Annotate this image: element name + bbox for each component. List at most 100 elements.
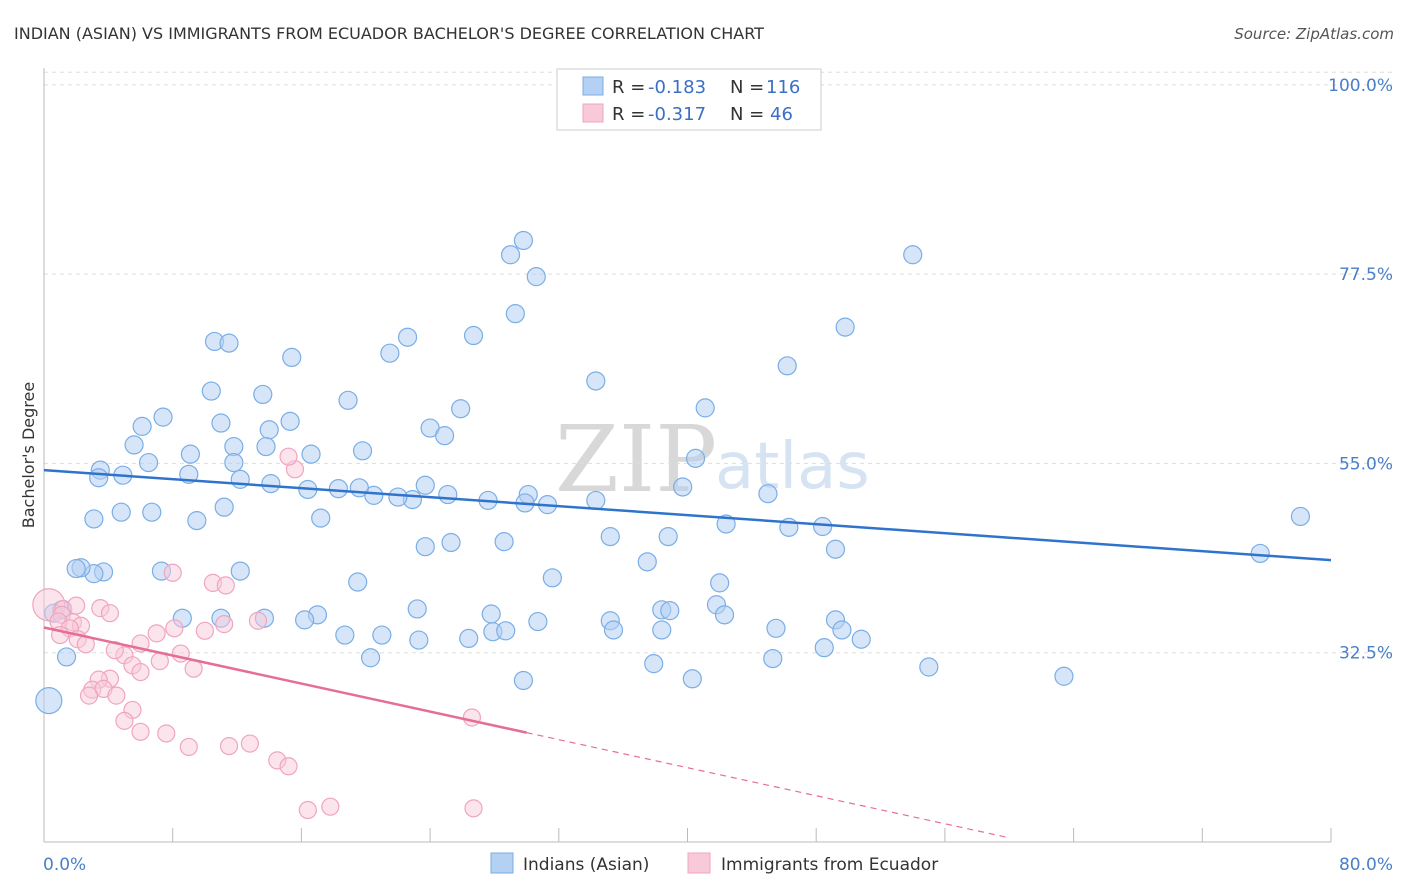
indians-point-57 <box>142 502 162 522</box>
indians-point-5 <box>835 317 855 337</box>
ecuador-point-47 <box>321 797 340 816</box>
indians-point-37 <box>261 474 281 494</box>
legend-r-label-indians: R = <box>612 77 645 98</box>
x-tick-labels: 0.0% 80.0% <box>43 855 1393 875</box>
indians-point-9 <box>219 333 239 353</box>
bottom-legend: Indians (Asian) Immigrants from Ecuador <box>490 852 938 875</box>
legend-r-value-ecuador: -0.317 <box>648 104 706 125</box>
ecuador-point-39 <box>131 722 150 741</box>
trend-line-indians <box>43 468 1332 562</box>
indians-point-109 <box>360 648 381 668</box>
ecuador-point-19 <box>215 615 234 634</box>
indians-point-70 <box>1290 506 1311 527</box>
indians-point-69 <box>415 537 435 557</box>
indians-point-33 <box>138 452 159 473</box>
indians-point-31 <box>301 444 321 464</box>
indians-point-56 <box>214 497 234 517</box>
ecuador-point-13 <box>163 563 182 582</box>
indians-point-22 <box>132 416 152 436</box>
ecuador-point-18 <box>248 611 268 630</box>
indians-point-54 <box>758 484 778 504</box>
ecuador-point-46 <box>298 800 317 820</box>
ecuador-point-41 <box>179 737 198 757</box>
trend-lines <box>43 468 1332 839</box>
y-tick-label-1: 77.5% <box>1339 265 1393 285</box>
ecuador-point-43 <box>240 734 260 753</box>
indians-point-108 <box>496 621 516 641</box>
indians-point-51 <box>415 475 435 495</box>
legend-r-label-ecuador: R = <box>612 104 645 125</box>
indians-point-105 <box>372 625 392 645</box>
ecuador-point-42 <box>219 736 239 756</box>
indians-point-89 <box>481 604 501 624</box>
indians-point-42 <box>438 484 458 505</box>
indians-point-38 <box>328 479 349 499</box>
indians-point-36 <box>230 469 250 489</box>
indians-point-117 <box>35 687 63 715</box>
indians-point-107 <box>459 628 479 649</box>
indians-point-0 <box>513 230 534 251</box>
bottom-legend-swatch-ecuador <box>687 852 711 874</box>
legend-box: R = -0.183 N = 116 R = -0.317 N = 46 <box>556 68 822 131</box>
indians-point-87 <box>528 611 548 632</box>
indians-point-114 <box>682 669 702 689</box>
indians-point-17 <box>451 399 471 419</box>
indians-point-14 <box>201 381 221 401</box>
bottom-legend-swatch-indians <box>490 852 514 874</box>
indians-point-66 <box>658 527 678 547</box>
indians-point-20 <box>280 411 300 431</box>
y-tick-label-0: 100.0% <box>1328 76 1393 96</box>
series-ecuador-points <box>32 447 483 820</box>
ecuador-point-38 <box>115 711 134 730</box>
y-tick-labels: 100.0% 77.5% 55.0% 32.5% <box>1328 76 1393 664</box>
legend-r-value-indians: -0.183 <box>648 77 706 98</box>
indians-point-18 <box>695 398 715 418</box>
indians-point-113 <box>1054 666 1074 686</box>
legend-swatch-indians <box>582 76 604 96</box>
indians-point-2 <box>526 267 546 287</box>
indians-point-80 <box>542 568 562 588</box>
indians-point-110 <box>644 654 664 674</box>
indians-point-59 <box>84 509 104 529</box>
indians-point-19 <box>153 407 173 427</box>
indians-point-62 <box>716 514 736 534</box>
ecuador-point-17 <box>279 447 298 466</box>
indians-point-104 <box>409 630 429 650</box>
indians-point-102 <box>851 629 871 649</box>
chart-title: INDIAN (ASIAN) VS IMMIGRANTS FROM ECUADO… <box>14 24 764 43</box>
indians-point-85 <box>603 620 624 640</box>
indians-point-34 <box>224 452 244 473</box>
legend-n-value-ecuador: 46 <box>770 104 793 125</box>
indians-point-21 <box>211 413 231 433</box>
indians-point-71 <box>1250 543 1270 564</box>
ecuador-point-35 <box>79 686 99 705</box>
indians-point-100 <box>766 618 786 638</box>
indians-point-111 <box>763 648 783 669</box>
indians-point-68 <box>441 532 461 553</box>
indians-point-47 <box>586 490 606 511</box>
indians-point-93 <box>295 610 315 630</box>
ecuador-point-30 <box>184 659 203 678</box>
indians-point-3 <box>903 245 923 265</box>
bottom-legend-label-ecuador: Immigrants from Ecuador <box>721 855 938 875</box>
indians-point-28 <box>256 436 276 457</box>
indians-point-103 <box>814 638 834 658</box>
bottom-legend-label-indians: Indians (Asian) <box>523 855 649 875</box>
y-axis-label: Bachelor's Degree <box>19 382 38 528</box>
indians-point-29 <box>180 444 200 464</box>
indians-point-64 <box>813 516 833 537</box>
ecuador-point-12 <box>100 604 120 623</box>
indians-point-73 <box>637 552 657 572</box>
indians-point-101 <box>832 620 852 640</box>
indians-point-112 <box>919 657 939 677</box>
indians-point-58 <box>111 502 131 522</box>
indians-point-26 <box>124 435 144 455</box>
legend-swatch-ecuador <box>582 103 604 123</box>
legend-n-label-ecuador: N = <box>730 104 764 125</box>
indians-point-1 <box>500 245 521 265</box>
indians-point-13 <box>586 371 606 391</box>
x-tick-marks <box>43 828 1332 842</box>
ecuador-point-45 <box>279 757 298 776</box>
indians-point-91 <box>348 572 368 592</box>
indians-point-60 <box>311 508 331 528</box>
